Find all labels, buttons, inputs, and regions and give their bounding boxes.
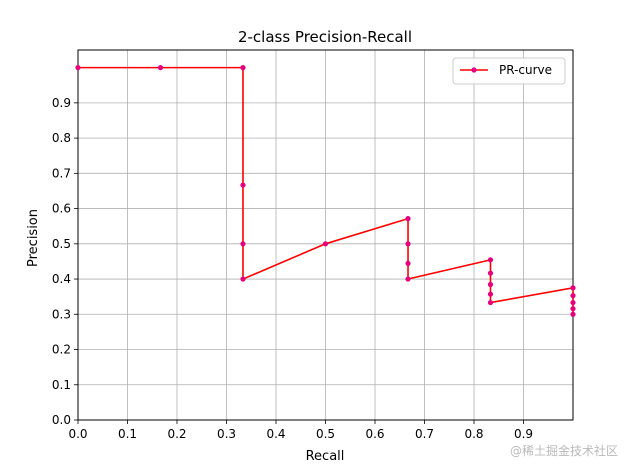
data-point	[570, 311, 576, 317]
x-tick-label: 0.8	[464, 427, 483, 441]
y-axis-label: Precision	[26, 209, 41, 267]
data-point	[487, 291, 494, 297]
data-point	[240, 241, 246, 247]
data-point	[570, 299, 576, 306]
legend-box	[452, 57, 566, 85]
x-tick-label: 0.6	[365, 427, 384, 441]
data-point	[487, 270, 494, 276]
data-point	[487, 257, 494, 263]
watermark-text: @稀土掘金技术社区	[510, 443, 618, 458]
data-point	[570, 285, 576, 291]
data-point	[405, 260, 411, 267]
y-axis: 0.0 0.1 0.2 0.3 0.4 0.5 0.6 0.7 0.8 0.9	[52, 96, 78, 427]
x-tick-label: 0.9	[514, 427, 533, 441]
x-tick-label: 0.7	[415, 427, 434, 441]
y-tick-label: 0.9	[52, 96, 71, 110]
data-point	[405, 241, 411, 247]
data-point	[157, 65, 164, 71]
x-tick-label: 0.5	[316, 427, 335, 441]
legend-label-pr-curve: PR-curve	[499, 63, 552, 77]
data-point	[487, 299, 494, 306]
data-point	[570, 293, 576, 299]
data-point	[322, 241, 329, 247]
data-point	[405, 276, 411, 282]
x-axis: 0.0 0.1 0.2 0.3 0.4 0.5 0.6 0.7 0.8 0.9	[68, 420, 533, 441]
x-tick-label: 0.4	[266, 427, 285, 441]
y-tick-label: 0.8	[52, 131, 71, 145]
data-point	[240, 276, 246, 282]
legend-marker-swatch	[471, 67, 477, 73]
legend: PR-curve	[452, 57, 566, 85]
y-tick-label: 0.0	[52, 413, 71, 427]
data-point	[75, 65, 81, 71]
data-point	[405, 216, 411, 222]
y-tick-label: 0.5	[52, 237, 71, 251]
x-tick-label: 0.2	[167, 427, 186, 441]
data-point	[240, 182, 246, 188]
data-point	[570, 306, 576, 312]
y-tick-label: 0.4	[52, 272, 71, 286]
x-tick-label: 0.1	[118, 427, 137, 441]
data-point	[240, 65, 246, 71]
chart-title: 2-class Precision-Recall	[238, 28, 412, 46]
y-tick-label: 0.6	[52, 202, 71, 216]
y-tick-label: 0.3	[52, 307, 71, 321]
data-point	[487, 281, 494, 288]
y-tick-label: 0.2	[52, 343, 71, 357]
x-tick-label: 0.3	[217, 427, 236, 441]
x-axis-label: Recall	[306, 449, 345, 464]
series-layer	[75, 65, 576, 317]
y-tick-label: 0.7	[52, 166, 71, 180]
y-tick-label: 0.1	[52, 378, 71, 392]
x-tick-label: 0.0	[68, 427, 87, 441]
